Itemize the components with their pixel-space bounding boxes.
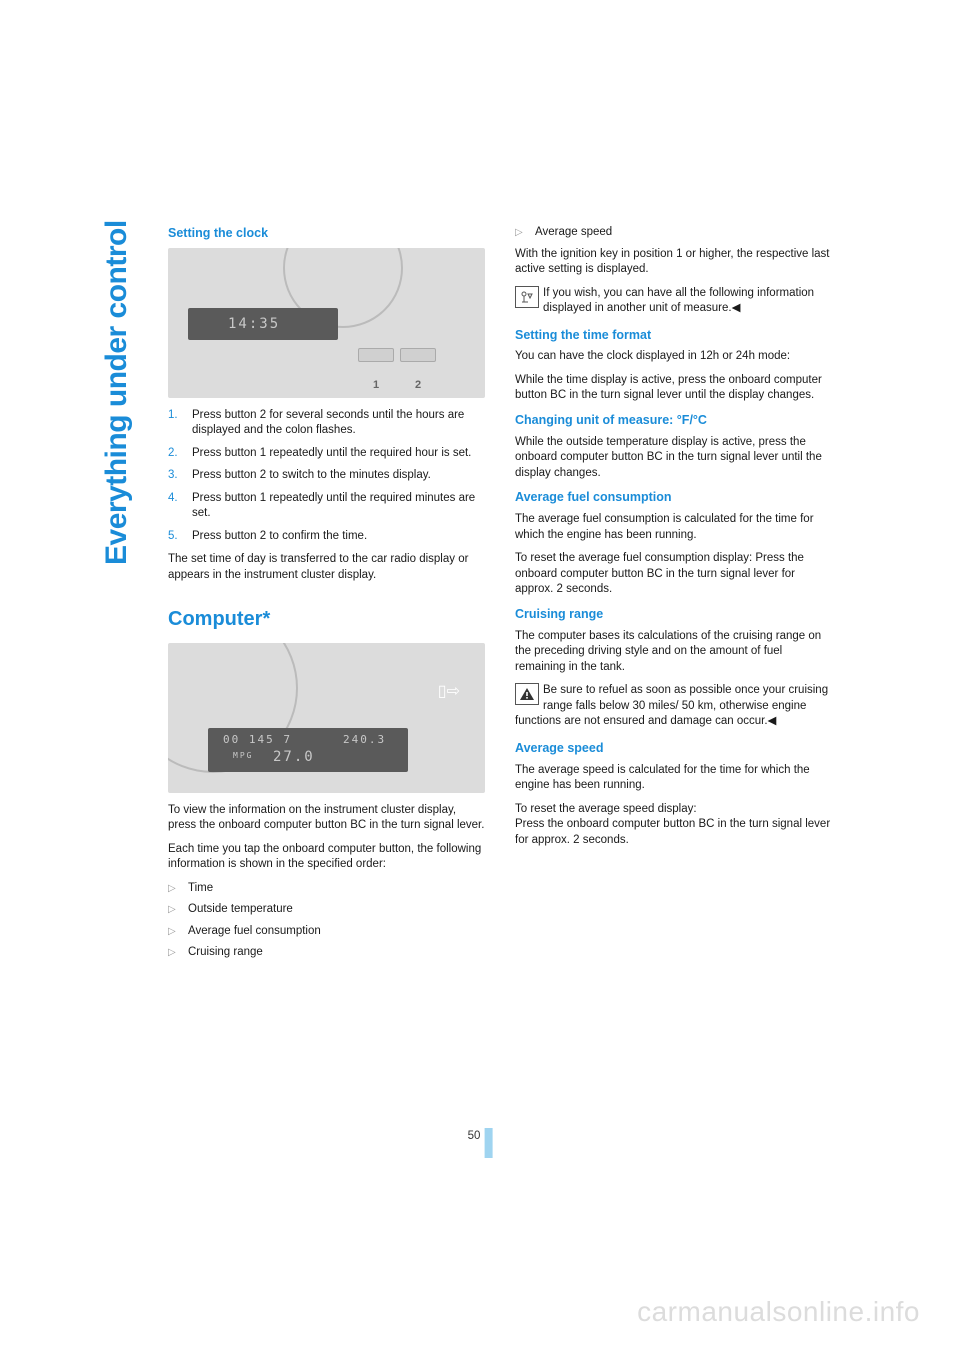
heading-unit: Changing unit of measure: °F/°C bbox=[515, 412, 832, 429]
clock-steps-list: Press button 2 for several seconds until… bbox=[168, 408, 485, 545]
watermark-text: carmanualsonline.info bbox=[637, 1296, 920, 1328]
figure-clock: 14:35 1 2 bbox=[168, 248, 485, 398]
time-format-p1: You can have the clock displayed in 12h … bbox=[515, 349, 832, 365]
computer-p2: Each time you tap the onboard computer b… bbox=[168, 842, 485, 873]
list-item: Outside temperature bbox=[168, 902, 485, 918]
two-column-layout: Setting the clock 14:35 1 2 Press button… bbox=[168, 225, 832, 967]
fig-label-1: 1 bbox=[373, 378, 379, 393]
cont-list: Average speed bbox=[515, 225, 832, 241]
fig-odo: 00 145 7 bbox=[223, 733, 292, 748]
heading-setting-clock: Setting the clock bbox=[168, 225, 485, 242]
step-item: Press button 2 for several seconds until… bbox=[168, 408, 485, 439]
step-item: Press button 1 repeatedly until the requ… bbox=[168, 446, 485, 462]
heading-fuel: Average fuel consumption bbox=[515, 489, 832, 506]
manual-page: Everything under control Setting the clo… bbox=[0, 0, 960, 1358]
note-text: If you wish, you can have all the follow… bbox=[543, 287, 814, 315]
fig-clock-time: 14:35 bbox=[228, 315, 280, 334]
page-number: 50 bbox=[468, 1130, 481, 1156]
list-item: Time bbox=[168, 881, 485, 897]
info-icon bbox=[515, 286, 539, 308]
heading-speed: Average speed bbox=[515, 740, 832, 757]
step-item: Press button 2 to confirm the time. bbox=[168, 529, 485, 545]
speed-p2: To reset the average speed display: Pres… bbox=[515, 802, 832, 849]
page-number-block: 50 bbox=[468, 1128, 493, 1158]
clock-footer-text: The set time of day is transferred to th… bbox=[168, 552, 485, 583]
intro-text: With the ignition key in position 1 or h… bbox=[515, 247, 832, 278]
warning-icon bbox=[515, 683, 539, 705]
computer-p1: To view the information on the instrumen… bbox=[168, 803, 485, 834]
unit-p1: While the outside temperature display is… bbox=[515, 435, 832, 482]
fig-mpg-val: 27.0 bbox=[273, 748, 315, 767]
info-note: If you wish, you can have all the follow… bbox=[515, 286, 832, 317]
heading-range: Cruising range bbox=[515, 606, 832, 623]
heading-time-format: Setting the time format bbox=[515, 327, 832, 344]
step-item: Press button 2 to switch to the minutes … bbox=[168, 468, 485, 484]
fig-mpg-label: MPG bbox=[233, 751, 253, 762]
figure-computer: 00 145 7 240.3 MPG 27.0 ▯⇨ bbox=[168, 643, 485, 793]
page-marker bbox=[484, 1128, 492, 1158]
list-item: Average fuel consumption bbox=[168, 924, 485, 940]
chapter-title-vertical: Everything under control bbox=[100, 220, 134, 565]
speed-p1: The average speed is calculated for the … bbox=[515, 763, 832, 794]
fig-label-2: 2 bbox=[415, 378, 421, 393]
time-format-p2: While the time display is active, press … bbox=[515, 373, 832, 404]
range-p1: The computer bases its calculations of t… bbox=[515, 629, 832, 676]
fuel-p2: To reset the average fuel consumption di… bbox=[515, 551, 832, 598]
warning-text: Be sure to refuel as soon as possible on… bbox=[515, 684, 828, 727]
arrow-icon: ▯⇨ bbox=[438, 681, 460, 703]
step-item: Press button 1 repeatedly until the requ… bbox=[168, 491, 485, 522]
fuel-p1: The average fuel consumption is calculat… bbox=[515, 512, 832, 543]
list-item: Cruising range bbox=[168, 945, 485, 961]
warning-note: Be sure to refuel as soon as possible on… bbox=[515, 683, 832, 730]
list-item: Average speed bbox=[515, 225, 832, 241]
heading-computer: Computer* bbox=[168, 606, 485, 633]
left-column: Setting the clock 14:35 1 2 Press button… bbox=[168, 225, 485, 967]
computer-info-list: Time Outside temperature Average fuel co… bbox=[168, 881, 485, 961]
right-column: Average speed With the ignition key in p… bbox=[515, 225, 832, 967]
fig-trip: 240.3 bbox=[343, 733, 386, 748]
